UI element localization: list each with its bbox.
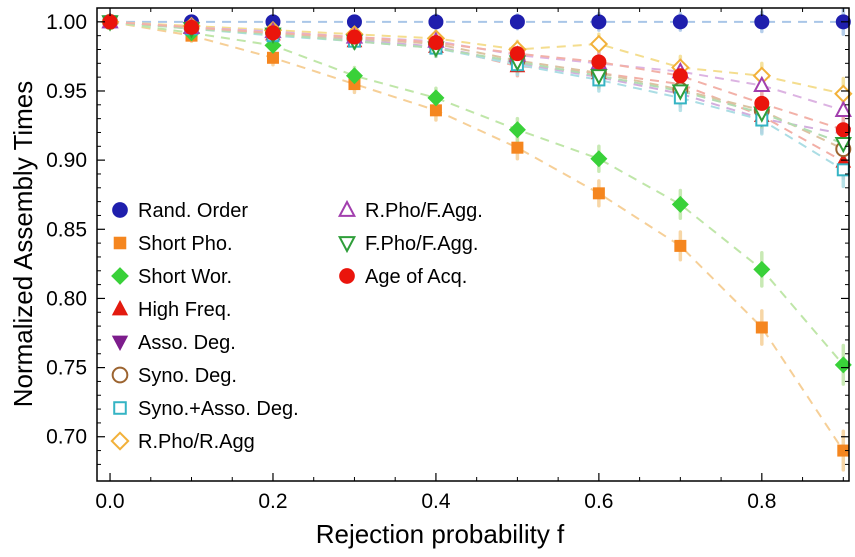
legend-item: Short Pho.	[113, 233, 233, 255]
marker-square	[592, 187, 605, 200]
y-tick-label: 0.90	[46, 149, 87, 172]
marker-diamond	[427, 89, 445, 107]
marker-square	[674, 239, 687, 252]
legend-item: Age of Acq.	[339, 266, 467, 288]
y-tick-label: 0.70	[46, 426, 87, 449]
legend-label: Asso. Deg.	[138, 332, 236, 354]
marker-diamond	[590, 150, 608, 168]
legend-item: Syno.+Asso. Deg.	[113, 398, 299, 420]
marker-diamond	[508, 121, 526, 139]
marker-triangle-up	[834, 100, 852, 117]
series-line-Syno.+Asso. Deg.	[109, 20, 844, 171]
series-lines	[109, 20, 845, 452]
series-line-Age of Acq.	[109, 20, 844, 131]
x-tick-label: 0.2	[258, 490, 287, 513]
marker-circle	[591, 14, 607, 30]
marker-circle	[339, 268, 355, 284]
plot-frame	[96, 7, 850, 482]
marker-triangle-up	[337, 199, 357, 217]
marker-circle	[184, 19, 200, 35]
series-markers	[100, 12, 853, 457]
series-line-F.Pho/F.Agg.	[109, 20, 844, 145]
series-line-R.Pho/R.Agg	[109, 20, 844, 95]
marker-circle	[428, 35, 444, 51]
marker-diamond	[589, 34, 609, 54]
series-line-Short Pho.	[109, 20, 845, 452]
legend-item: R.Pho/F.Agg.	[337, 199, 483, 222]
x-tick-label: 0.8	[747, 490, 776, 513]
x-tick-label: 0.0	[95, 490, 124, 513]
marker-circle	[111, 366, 129, 384]
legend-item: F.Pho/F.Agg.	[337, 233, 478, 255]
legend-item: Asso. Deg.	[111, 332, 236, 354]
marker-square	[113, 236, 127, 250]
marker-circle	[509, 14, 525, 30]
marker-square	[113, 401, 127, 415]
marker-circle	[102, 14, 118, 30]
legend-item: Syno. Deg.	[111, 365, 237, 387]
legend-item: High Freq.	[111, 299, 231, 321]
legend-item: R.Pho/R.Agg	[110, 431, 255, 453]
marker-circle	[428, 14, 444, 30]
marker-circle	[672, 14, 688, 30]
marker-circle	[754, 95, 770, 111]
legend-label: Short Wor.	[138, 266, 232, 288]
legend-label: Rand. Order	[138, 200, 248, 222]
marker-triangle-down	[111, 335, 129, 352]
marker-circle	[509, 46, 525, 62]
marker-circle	[835, 122, 851, 138]
legend: Rand. Order Short Pho. Short Wor. High Freq…	[110, 199, 483, 453]
y-axis-label: Normalized Assembly Times	[8, 81, 38, 408]
marker-square	[429, 104, 442, 117]
marker-square	[266, 51, 279, 64]
marker-square	[755, 321, 768, 334]
marker-circle	[754, 14, 770, 30]
legend-label: R.Pho/F.Agg.	[365, 200, 483, 222]
x-tick-label: 0.4	[421, 490, 451, 513]
legend-label: Syno.+Asso. Deg.	[138, 398, 299, 420]
marker-diamond	[345, 67, 363, 85]
y-tick-label: 0.85	[46, 218, 87, 241]
legend-label: High Freq.	[138, 299, 231, 321]
legend-label: Age of Acq.	[365, 266, 467, 288]
y-tick-label: 0.75	[46, 357, 87, 380]
y-tick-label: 0.80	[46, 287, 87, 310]
marker-diamond	[671, 195, 689, 213]
marker-triangle-up	[753, 75, 771, 93]
legend-label: F.Pho/F.Agg.	[365, 233, 478, 255]
y-tick-label: 1.00	[46, 11, 87, 34]
marker-circle	[112, 202, 128, 218]
legend-label: Syno. Deg.	[138, 365, 237, 387]
legend-item: Rand. Order	[112, 200, 248, 222]
series-line-R.Pho/F.Agg.	[109, 20, 844, 112]
x-tick-label: 0.6	[584, 490, 613, 513]
marker-circle	[672, 68, 688, 84]
marker-triangle-down	[590, 69, 608, 86]
series-line-Asso. Deg.	[109, 20, 844, 135]
marker-triangle-down	[834, 136, 852, 154]
legend-item: Short Wor.	[111, 266, 232, 288]
marker-triangle-up	[111, 299, 129, 316]
legend-label: R.Pho/R.Agg	[138, 431, 255, 453]
marker-triangle-down	[337, 236, 357, 254]
marker-circle	[265, 25, 281, 41]
marker-circle	[346, 29, 362, 45]
marker-diamond	[111, 267, 129, 285]
marker-diamond	[753, 260, 771, 278]
y-tick-label: 0.95	[46, 80, 87, 103]
x-axis-label: Rejection probability f	[316, 519, 565, 549]
series-line-Syno. Deg.	[109, 20, 844, 150]
marker-circle	[591, 54, 607, 70]
legend-label: Short Pho.	[138, 233, 233, 255]
marker-diamond	[110, 431, 130, 451]
marker-square	[511, 141, 524, 154]
marker-triangle-down	[671, 84, 690, 101]
